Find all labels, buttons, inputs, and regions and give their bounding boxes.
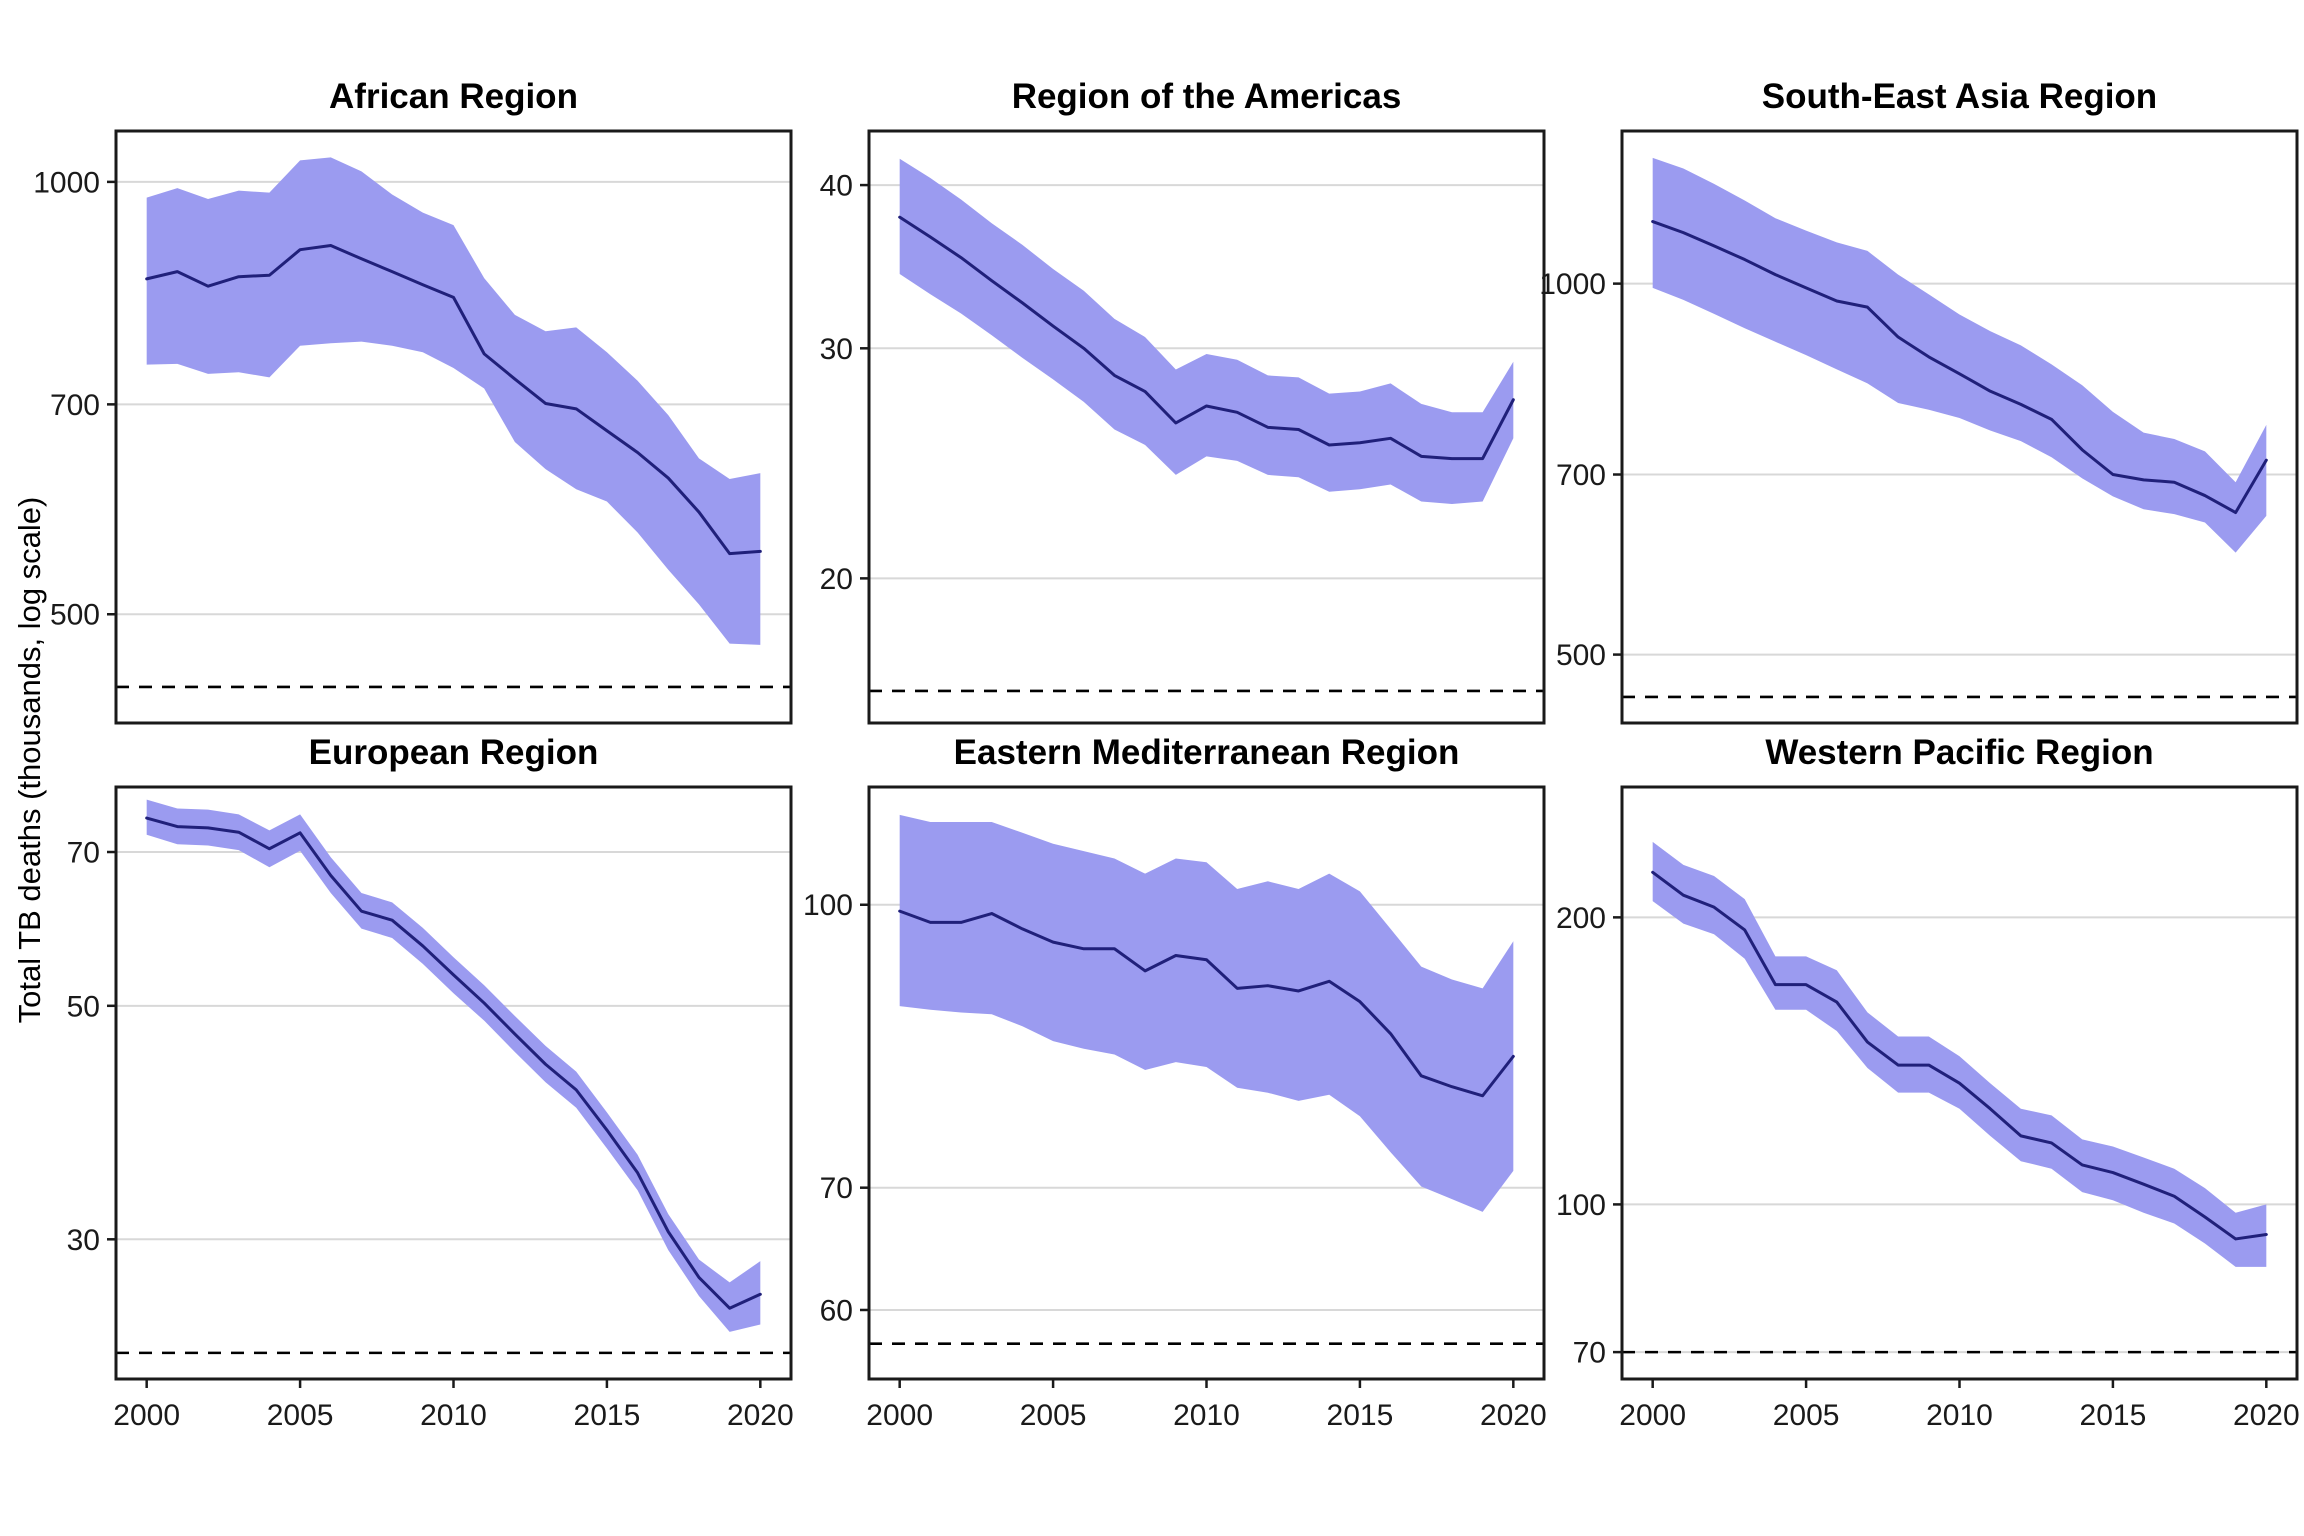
x-tick-label: 2015 xyxy=(574,1399,641,1432)
region-of-the-americas-plot: 40 30 20 xyxy=(820,129,1546,725)
x-tick-label: 2015 xyxy=(2080,1399,2147,1432)
y-tick-label: 30 xyxy=(67,1224,100,1257)
panel-title: African Region xyxy=(329,77,578,116)
estimate-line xyxy=(898,909,1515,1098)
y-tick-label: 60 xyxy=(820,1294,853,1327)
panel-european-region: European Region 70 50 30 2000 2005 2010 2015 20… xyxy=(67,733,794,1432)
african-region-plot: 1000 700 500 xyxy=(33,129,793,725)
uncertainty-band xyxy=(146,799,761,1332)
y-tick-label: 700 xyxy=(1556,459,1606,492)
x-tick-label: 2000 xyxy=(866,1399,933,1432)
y-tick-label: 50 xyxy=(67,990,100,1023)
uncertainty-band xyxy=(1652,841,2267,1267)
x-tick-label: 2005 xyxy=(1020,1399,1087,1432)
x-tick-label: 2020 xyxy=(1480,1399,1547,1432)
x-tick-label: 2010 xyxy=(420,1399,487,1432)
estimate-line xyxy=(1651,870,2268,1241)
y-tick-label: 100 xyxy=(1556,1189,1606,1222)
y-tick-label: 100 xyxy=(803,889,853,922)
panel-south-east-asia-region: South-East Asia Region 1000 700 500 xyxy=(1539,77,2299,725)
x-tick-label: 2020 xyxy=(727,1399,794,1432)
uncertainty-band xyxy=(1652,157,2267,553)
panel-region-of-the-americas: Region of the Americas 40 30 20 xyxy=(820,77,1546,725)
y-tick-label: 700 xyxy=(50,389,100,422)
y-tick-label: 40 xyxy=(820,170,853,203)
estimate-line xyxy=(898,215,1515,461)
estimate-line xyxy=(145,816,762,1310)
y-tick-label: 70 xyxy=(820,1172,853,1205)
y-tick-label: 70 xyxy=(67,837,100,870)
x-tick-label: 2010 xyxy=(1173,1399,1240,1432)
x-tick-label: 2000 xyxy=(113,1399,180,1432)
uncertainty-band xyxy=(899,814,1514,1212)
x-tick-label: 2020 xyxy=(2233,1399,2300,1432)
y-tick-label: 70 xyxy=(1573,1337,1606,1370)
uncertainty-band xyxy=(899,158,1514,505)
uncertainty-band xyxy=(146,157,761,645)
estimate-line xyxy=(145,244,762,556)
panel-african-region: African Region 1000 700 500 xyxy=(33,77,793,725)
x-tick-label: 2000 xyxy=(1619,1399,1686,1432)
panel-eastern-mediterranean-region: Eastern Mediterranean Region 100 70 60 2000… xyxy=(803,733,1547,1432)
south-east-asia-region-plot: 1000 700 500 xyxy=(1539,129,2299,725)
estimate-line xyxy=(1651,220,2268,515)
panel-title: European Region xyxy=(308,733,599,772)
panel-title: South-East Asia Region xyxy=(1761,77,2158,116)
panel-western-pacific-region: Western Pacific Region 200 100 70 2000 2005 2… xyxy=(1556,733,2300,1432)
western-pacific-region-plot: 200 100 70 2000 2005 2010 2015 2020 xyxy=(1556,785,2300,1432)
eastern-mediterranean-region-plot: 100 70 60 2000 2005 2010 2015 2020 xyxy=(803,785,1547,1432)
y-tick-label: 1000 xyxy=(1539,268,1606,301)
panel-title: Eastern Mediterranean Region xyxy=(953,733,1460,772)
european-region-plot: 70 50 30 2000 2005 2010 2015 2020 xyxy=(67,785,794,1432)
panel-title: Region of the Americas xyxy=(1011,77,1402,116)
x-tick-label: 2005 xyxy=(1773,1399,1840,1432)
y-tick-label: 500 xyxy=(1556,639,1606,672)
x-tick-label: 2005 xyxy=(267,1399,334,1432)
y-tick-label: 200 xyxy=(1556,902,1606,935)
panel-title: Western Pacific Region xyxy=(1765,733,2154,772)
x-tick-label: 2015 xyxy=(1327,1399,1394,1432)
y-tick-label: 20 xyxy=(820,563,853,596)
y-tick-label: 500 xyxy=(50,599,100,632)
y-tick-label: 30 xyxy=(820,333,853,366)
x-tick-label: 2010 xyxy=(1926,1399,1993,1432)
y-tick-label: 1000 xyxy=(33,166,100,199)
